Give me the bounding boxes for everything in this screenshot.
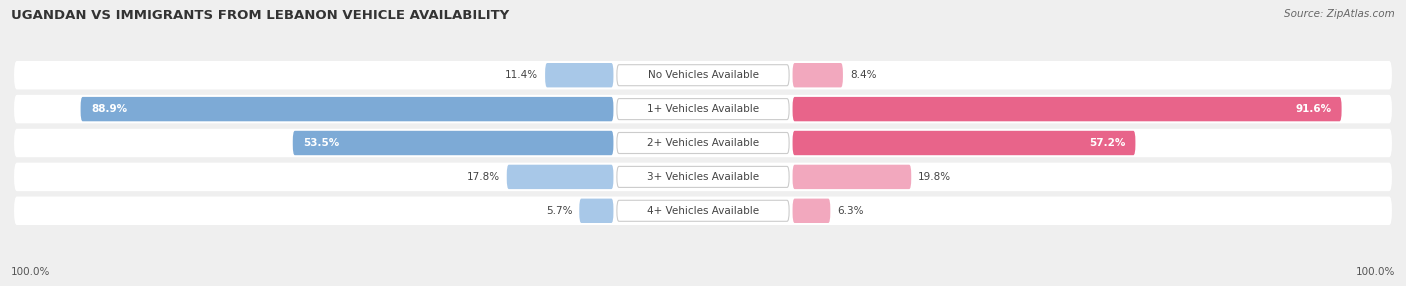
FancyBboxPatch shape	[793, 63, 844, 88]
Text: 100.0%: 100.0%	[11, 267, 51, 277]
FancyBboxPatch shape	[617, 132, 789, 154]
Text: Source: ZipAtlas.com: Source: ZipAtlas.com	[1284, 9, 1395, 19]
FancyBboxPatch shape	[579, 198, 613, 223]
FancyBboxPatch shape	[546, 63, 613, 88]
FancyBboxPatch shape	[14, 95, 1392, 123]
Text: 53.5%: 53.5%	[304, 138, 339, 148]
Text: 91.6%: 91.6%	[1295, 104, 1331, 114]
Text: 2+ Vehicles Available: 2+ Vehicles Available	[647, 138, 759, 148]
Text: 100.0%: 100.0%	[1355, 267, 1395, 277]
FancyBboxPatch shape	[14, 129, 1392, 157]
FancyBboxPatch shape	[14, 61, 1392, 90]
Text: 6.3%: 6.3%	[837, 206, 863, 216]
FancyBboxPatch shape	[617, 65, 789, 86]
Text: UGANDAN VS IMMIGRANTS FROM LEBANON VEHICLE AVAILABILITY: UGANDAN VS IMMIGRANTS FROM LEBANON VEHIC…	[11, 9, 509, 21]
FancyBboxPatch shape	[617, 99, 789, 120]
Text: 88.9%: 88.9%	[91, 104, 127, 114]
Text: 4+ Vehicles Available: 4+ Vehicles Available	[647, 206, 759, 216]
FancyBboxPatch shape	[793, 97, 1341, 121]
FancyBboxPatch shape	[793, 198, 831, 223]
FancyBboxPatch shape	[292, 131, 613, 155]
Text: 3+ Vehicles Available: 3+ Vehicles Available	[647, 172, 759, 182]
Text: 8.4%: 8.4%	[849, 70, 876, 80]
Text: 57.2%: 57.2%	[1088, 138, 1125, 148]
Text: 17.8%: 17.8%	[467, 172, 501, 182]
FancyBboxPatch shape	[14, 163, 1392, 191]
FancyBboxPatch shape	[506, 165, 613, 189]
Text: 11.4%: 11.4%	[505, 70, 538, 80]
FancyBboxPatch shape	[793, 131, 1136, 155]
FancyBboxPatch shape	[617, 166, 789, 187]
Text: 5.7%: 5.7%	[546, 206, 572, 216]
Text: No Vehicles Available: No Vehicles Available	[648, 70, 758, 80]
FancyBboxPatch shape	[14, 196, 1392, 225]
FancyBboxPatch shape	[793, 165, 911, 189]
Text: 19.8%: 19.8%	[918, 172, 952, 182]
Text: 1+ Vehicles Available: 1+ Vehicles Available	[647, 104, 759, 114]
FancyBboxPatch shape	[617, 200, 789, 221]
FancyBboxPatch shape	[80, 97, 613, 121]
